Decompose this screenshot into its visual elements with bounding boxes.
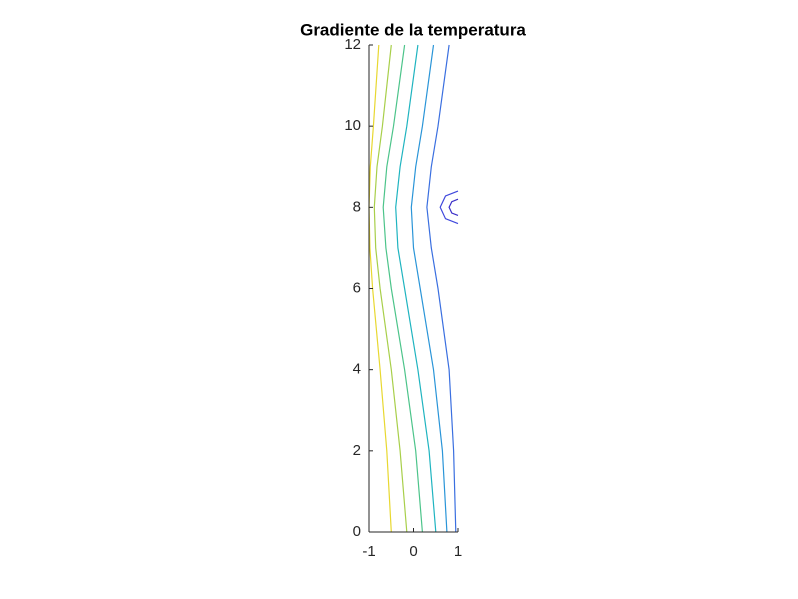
- contour-line: [373, 44, 408, 533]
- contour-line: [448, 198, 459, 216]
- contour-line: [439, 190, 459, 225]
- y-tick-label: 10: [344, 117, 361, 134]
- x-tick-label: 1: [454, 543, 462, 560]
- contour-line: [395, 44, 437, 533]
- y-tick-label: 12: [344, 36, 361, 53]
- contour-line: [410, 44, 448, 533]
- contour-line: [382, 44, 423, 533]
- x-tick-label: -1: [362, 543, 375, 560]
- contour-line: [368, 44, 392, 533]
- contour-line: [426, 44, 457, 533]
- y-tick-label: 2: [353, 442, 361, 459]
- y-tick-label: 8: [353, 198, 361, 215]
- chart-title: Gradiente de la temperatura: [300, 20, 526, 39]
- y-tick-label: 6: [353, 279, 361, 296]
- y-tick-label: 4: [353, 361, 361, 378]
- y-tick-label: 0: [353, 523, 361, 540]
- x-tick-label: 0: [409, 543, 417, 560]
